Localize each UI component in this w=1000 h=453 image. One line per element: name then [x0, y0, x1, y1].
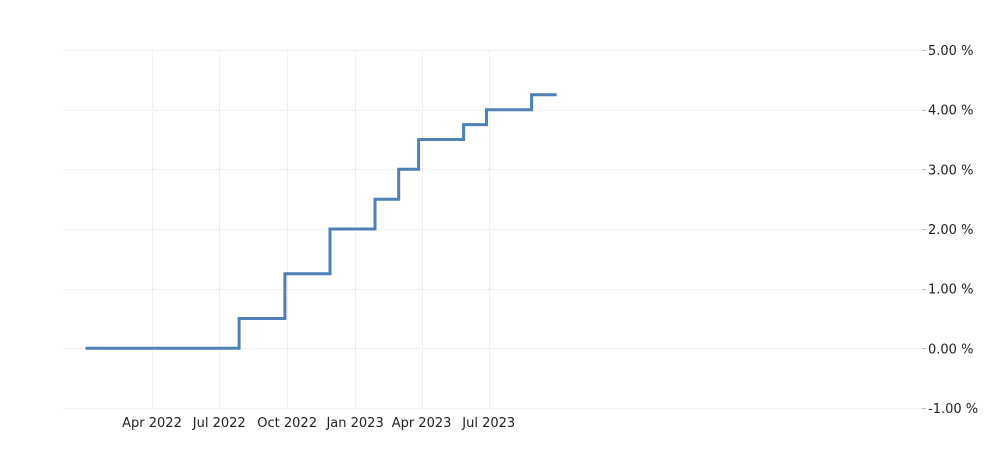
y-tick-label: 1.00 %	[928, 283, 973, 298]
x-tick-label: Jul 2022	[192, 416, 246, 431]
data-point	[397, 167, 401, 171]
data-point	[328, 227, 332, 231]
data-point	[530, 93, 534, 97]
data-point	[462, 123, 466, 127]
data-point	[84, 346, 88, 350]
y-tick-label: 5.00 %	[928, 44, 973, 59]
data-point	[485, 108, 489, 112]
data-point	[555, 93, 559, 97]
y-tick-label: -1.00 %	[928, 402, 978, 417]
data-point	[417, 138, 421, 142]
y-tick-label: 0.00 %	[928, 342, 973, 357]
x-tick-label: Apr 2023	[392, 416, 452, 431]
axis-layer: 5.00 % 4.00 % 3.00 % 2.00 % 1.00 % 0.00 % -1.0…	[122, 44, 978, 431]
x-tick-label: Apr 2022	[122, 416, 182, 431]
data-point	[373, 197, 377, 201]
y-tick-label: 2.00 %	[928, 223, 973, 238]
x-tick-label: Oct 2022	[257, 416, 317, 431]
x-tick-label: Jul 2023	[461, 416, 515, 431]
series-line	[85, 93, 557, 350]
data-point	[237, 317, 241, 321]
grid-layer	[62, 50, 922, 409]
x-tick-label: Jan 2023	[325, 416, 383, 431]
data-point	[283, 272, 287, 276]
series-layer	[84, 93, 559, 350]
y-tick-label: 3.00 %	[928, 163, 973, 178]
y-tick-label: 4.00 %	[928, 104, 973, 119]
